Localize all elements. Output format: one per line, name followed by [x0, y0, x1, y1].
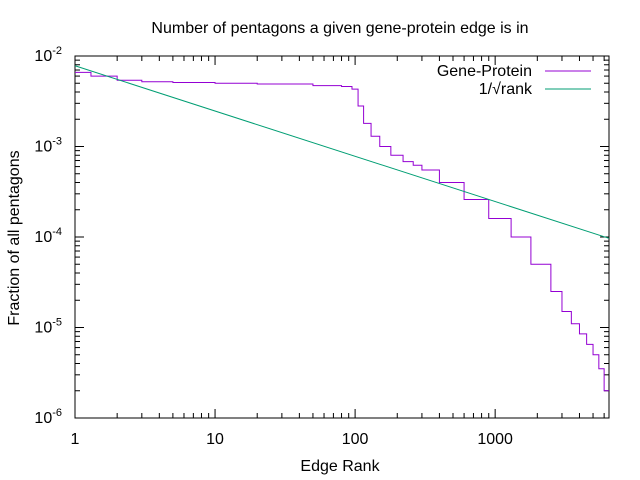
y-tick-label: 10-6 — [34, 407, 62, 427]
y-axis: 10-6 10-5 10-4 10-3 10-2 — [34, 45, 609, 427]
x-tick-label: 10 — [206, 431, 224, 448]
y-tick-label: 10-3 — [34, 136, 62, 156]
x-tick-label: 1000 — [477, 431, 513, 448]
y-tick-label: 10-4 — [34, 226, 62, 246]
legend-label-2: 1/√rank — [479, 81, 533, 98]
chart-title: Number of pentagons a given gene-protein… — [151, 20, 528, 37]
series-line-1 — [75, 71, 609, 392]
x-tick-label: 100 — [342, 431, 369, 448]
y-axis-label: Fraction of all pentagons — [6, 150, 23, 325]
x-axis-label: Edge Rank — [300, 458, 380, 475]
x-tick-label: 1 — [71, 431, 80, 448]
series-line-2 — [74, 65, 610, 239]
series-layer — [74, 65, 610, 392]
y-tick-label: 10-5 — [34, 317, 62, 337]
y-tick-label: 10-2 — [34, 45, 62, 65]
x-axis: 1 10 100 1000 — [71, 56, 605, 448]
legend-label-1: Gene-Protein — [437, 63, 532, 80]
